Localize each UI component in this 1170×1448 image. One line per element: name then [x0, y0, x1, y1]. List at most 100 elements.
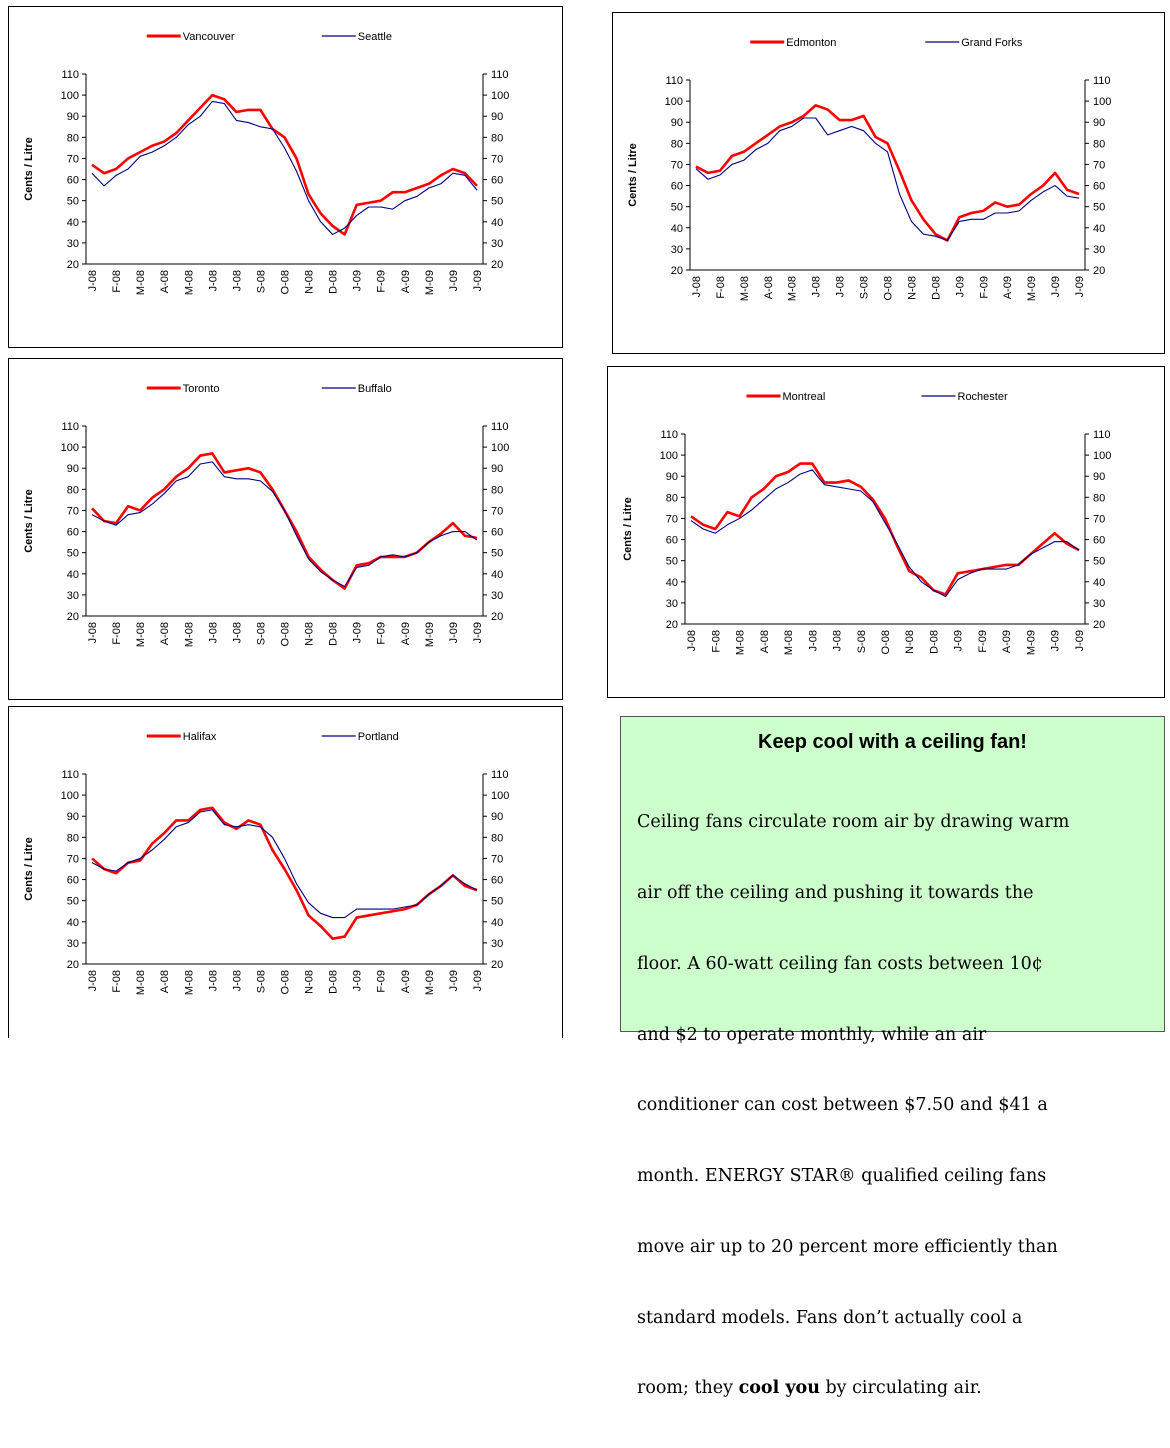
- y-tick-label: 100: [665, 96, 683, 108]
- x-tick-label: M-08: [183, 622, 195, 647]
- info-box: Keep cool with a ceiling fan! Ceiling fa…: [620, 716, 1165, 1398]
- x-tick-label: J-08: [832, 630, 844, 651]
- x-tick-label: N-08: [906, 276, 918, 300]
- x-tick-label: D-08: [328, 622, 340, 646]
- x-tick-label: M-08: [135, 622, 147, 647]
- x-tick-label: F-08: [710, 630, 722, 653]
- x-tick-label: N-08: [304, 622, 316, 646]
- y-axis-title: Cents / Litre: [23, 137, 35, 201]
- x-tick-label: F-08: [715, 276, 727, 299]
- x-tick-label: D-08: [328, 270, 340, 294]
- y2-tick-label: 110: [491, 421, 509, 433]
- info-line: floor. A 60-watt ceiling fan costs betwe…: [637, 953, 1043, 974]
- y2-tick-label: 110: [491, 69, 509, 81]
- y2-tick-label: 50: [1093, 202, 1105, 214]
- series-line: [695, 117, 1080, 241]
- y2-tick-label: 40: [1093, 223, 1105, 235]
- y-tick-label: 30: [67, 938, 79, 950]
- x-tick-label: J-09: [352, 970, 364, 991]
- y-tick-label: 70: [67, 505, 79, 517]
- x-tick-label: O-08: [280, 270, 292, 294]
- x-tick-label: M-09: [424, 970, 436, 995]
- y-tick-label: 50: [671, 202, 683, 214]
- y-tick-label: 110: [660, 429, 678, 441]
- x-tick-label: S-08: [856, 630, 868, 653]
- x-tick-label: M-08: [783, 630, 795, 655]
- y2-tick-label: 80: [491, 484, 503, 496]
- y2-tick-label: 80: [1093, 138, 1105, 150]
- y-tick-label: 70: [67, 153, 79, 165]
- x-tick-label: O-08: [883, 276, 895, 300]
- x-tick-label: A-09: [1001, 630, 1013, 653]
- x-tick-label: J-09: [448, 622, 460, 643]
- y2-tick-label: 70: [1093, 513, 1105, 525]
- y2-tick-label: 100: [1093, 96, 1111, 108]
- y-tick-label: 20: [666, 619, 678, 631]
- y2-tick-label: 60: [491, 175, 503, 187]
- y2-tick-label: 90: [491, 811, 503, 823]
- x-tick-label: A-09: [400, 622, 412, 645]
- series-line: [91, 809, 478, 919]
- legend-label: Vancouver: [183, 31, 235, 43]
- x-tick-label: O-08: [280, 970, 292, 994]
- x-tick-label: J-09: [448, 970, 460, 991]
- x-tick-label: M-09: [424, 622, 436, 647]
- y2-tick-label: 40: [491, 917, 503, 929]
- x-tick-label: N-08: [304, 270, 316, 294]
- x-tick-label: J-08: [87, 270, 99, 291]
- y2-tick-label: 100: [491, 90, 509, 102]
- series-line: [91, 100, 478, 235]
- y2-tick-label: 60: [1093, 181, 1105, 193]
- y2-tick-label: 80: [491, 832, 503, 844]
- y2-tick-label: 100: [491, 790, 509, 802]
- series-line: [690, 469, 1080, 598]
- x-tick-label: M-08: [183, 970, 195, 995]
- x-tick-label: M-09: [424, 270, 436, 295]
- y2-tick-label: 20: [491, 611, 503, 623]
- legend-label: Toronto: [183, 383, 220, 395]
- x-tick-label: D-08: [928, 630, 940, 654]
- x-tick-label: A-08: [159, 270, 171, 293]
- legend-label: Buffalo: [358, 383, 392, 395]
- y-tick-label: 40: [67, 217, 79, 229]
- y-tick-label: 60: [67, 875, 79, 887]
- x-tick-label: J-08: [835, 276, 847, 297]
- x-tick-label: J-09: [472, 622, 484, 643]
- legend-label: Grand Forks: [961, 37, 1023, 49]
- chart-panel: 20 30 40 50 60 70 80 90 100 110 20 30 40 50 60 70 80 90 10…: [612, 12, 1165, 354]
- y-tick-label: 30: [666, 598, 678, 610]
- y-tick-label: 40: [67, 917, 79, 929]
- x-tick-label: D-08: [328, 970, 340, 994]
- y-tick-label: 100: [61, 90, 79, 102]
- legend-label: Portland: [358, 731, 399, 743]
- legend-label: Rochester: [958, 391, 1008, 403]
- x-tick-label: A-09: [400, 270, 412, 293]
- page: {"chart_data": [ {"type": "line", "ylabe…: [8, 6, 1165, 1399]
- y-axis-title: Cents / Litre: [23, 837, 35, 901]
- info-line: air off the ceiling and pushing it towar…: [637, 882, 1034, 903]
- y-tick-label: 20: [671, 265, 683, 277]
- y-tick-label: 30: [67, 590, 79, 602]
- info-line: room; they cool you by circulating air.: [637, 1377, 1164, 1401]
- y2-tick-label: 60: [491, 875, 503, 887]
- y2-tick-label: 40: [1093, 577, 1105, 589]
- y-tick-label: 110: [61, 69, 79, 81]
- info-line: month. ENERGY STAR® qualified ceiling fa…: [637, 1166, 1047, 1187]
- x-tick-label: N-08: [304, 970, 316, 994]
- series-line: [91, 93, 478, 236]
- info-text: by circulating air.: [819, 1378, 982, 1399]
- x-tick-label: A-08: [159, 970, 171, 993]
- x-tick-label: J-09: [352, 270, 364, 291]
- y2-tick-label: 50: [1093, 556, 1105, 568]
- y2-tick-label: 20: [1093, 619, 1105, 631]
- y2-tick-label: 70: [491, 153, 503, 165]
- x-tick-label: S-08: [255, 970, 267, 993]
- y2-tick-label: 30: [1093, 244, 1105, 256]
- chart-border: [607, 366, 1165, 698]
- x-tick-label: D-08: [930, 276, 942, 300]
- y-tick-label: 80: [67, 132, 79, 144]
- chart-border: [612, 12, 1165, 354]
- info-title: Keep cool with a ceiling fan!: [758, 731, 1027, 753]
- y-tick-label: 90: [67, 463, 79, 475]
- x-tick-label: J-08: [691, 276, 703, 297]
